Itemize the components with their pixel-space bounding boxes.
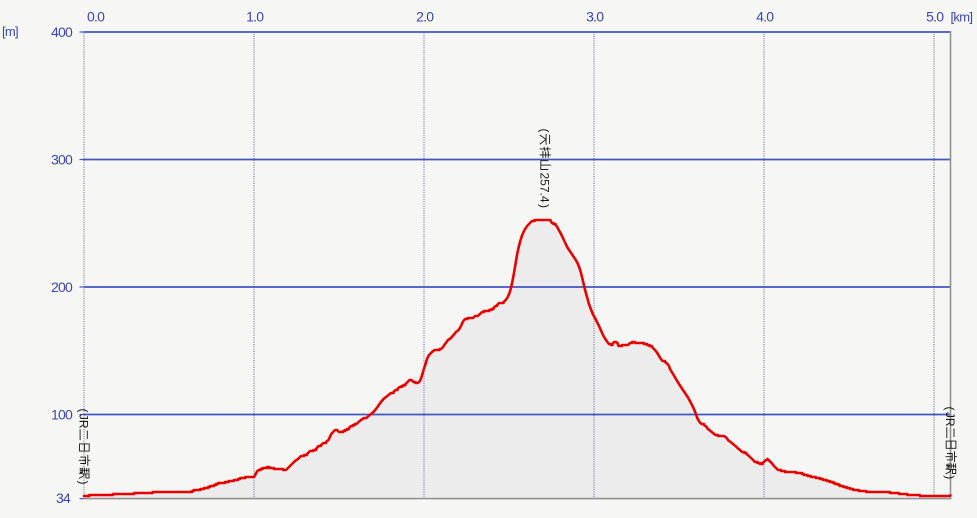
svg-text:JR: JR <box>943 412 957 427</box>
svg-text:): ) <box>77 481 91 485</box>
svg-text:257.4: 257.4 <box>537 173 551 203</box>
svg-text:1.0: 1.0 <box>246 8 264 24</box>
svg-text:0.0: 0.0 <box>87 8 105 24</box>
svg-text:100: 100 <box>51 407 73 423</box>
svg-text:3.0: 3.0 <box>586 8 604 24</box>
svg-text:(: ( <box>77 409 91 413</box>
svg-text:): ) <box>943 475 957 479</box>
svg-text:): ) <box>537 204 551 208</box>
svg-text:300: 300 <box>51 152 73 168</box>
svg-text:200: 200 <box>51 279 73 295</box>
svg-text:[m]: [m] <box>2 24 18 39</box>
svg-text:4.0: 4.0 <box>756 8 774 24</box>
svg-text:(: ( <box>943 407 957 411</box>
svg-text:2.0: 2.0 <box>416 8 434 24</box>
svg-text:34: 34 <box>56 490 71 506</box>
svg-text:400: 400 <box>51 24 73 40</box>
svg-text:(: ( <box>537 129 551 133</box>
svg-text:JR: JR <box>77 414 91 429</box>
svg-text:5.0: 5.0 <box>926 8 944 24</box>
svg-text:[km]: [km] <box>951 9 973 24</box>
